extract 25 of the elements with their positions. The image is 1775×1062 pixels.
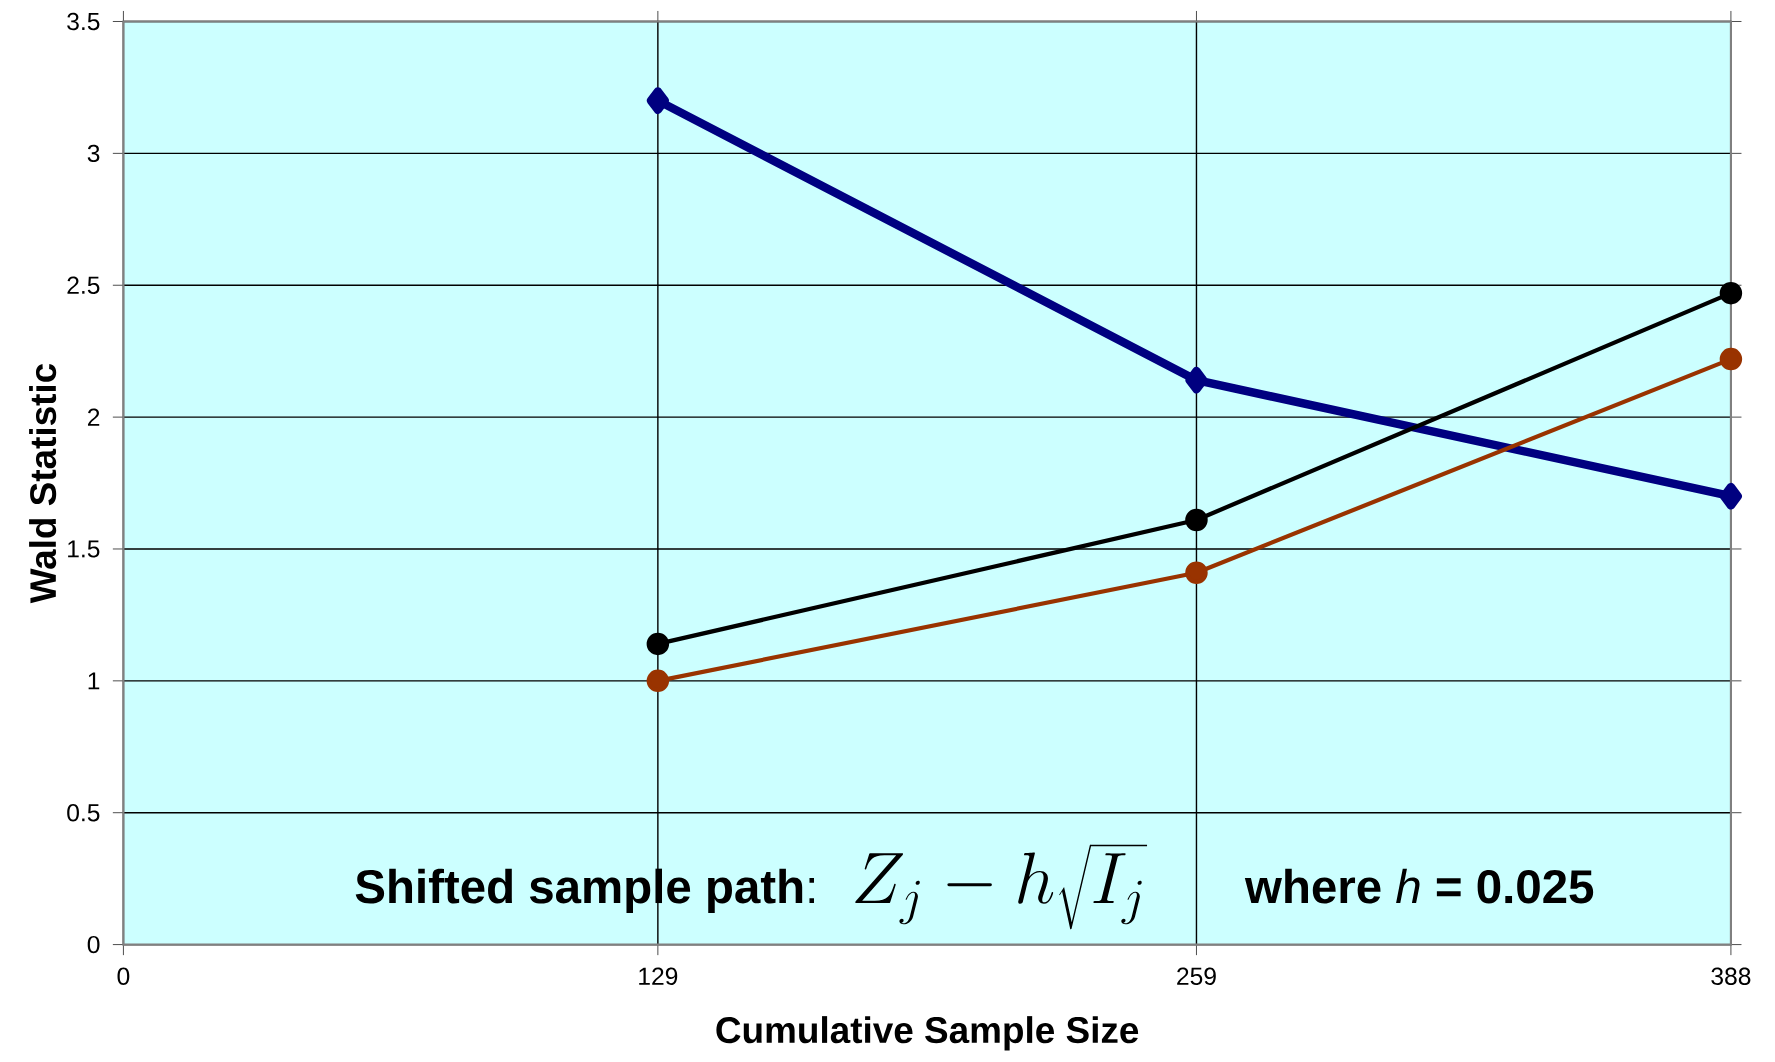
y-tick-label: 0.5 <box>67 803 100 822</box>
x-tick-label: 259 <box>1177 967 1216 985</box>
point <box>1719 347 1743 371</box>
y-tick-label: 3 <box>87 144 100 162</box>
x-axis-title: Cumulative Sample Size <box>716 1016 1139 1051</box>
y-tick-label: 0 <box>87 935 100 954</box>
y-tick-label: 2.5 <box>67 276 100 294</box>
x-tick-label: 0 <box>117 967 130 985</box>
x-tick-label: 388 <box>1711 967 1751 985</box>
point <box>1185 561 1208 584</box>
y-tick-label: 1.5 <box>68 540 100 558</box>
annotation: where h = 0.025 <box>1244 868 1594 904</box>
x-tick-label: 129 <box>639 967 678 985</box>
annotation: $Z_j - h\sqrt{I_j}$ <box>855 844 1148 930</box>
point <box>1719 482 1742 510</box>
y-axis-title: Wald Statistic <box>29 363 57 604</box>
point <box>646 87 669 114</box>
point <box>646 632 670 656</box>
point <box>1719 281 1743 305</box>
point <box>1185 508 1208 532</box>
y-tick-label: 1 <box>88 672 100 690</box>
y-tick-label: 3.5 <box>67 12 100 31</box>
y-tick-label: 2 <box>87 408 100 426</box>
point <box>1185 366 1208 394</box>
point <box>646 669 670 692</box>
